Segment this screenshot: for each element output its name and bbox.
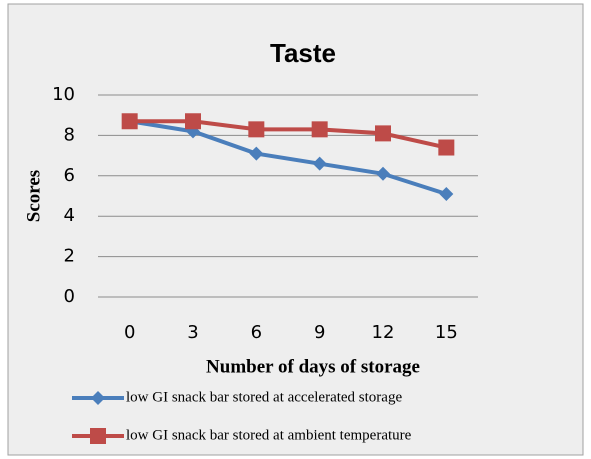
series-line xyxy=(129,119,447,196)
y-tick-label: 8 xyxy=(64,124,75,145)
marker xyxy=(375,125,391,142)
legend-label: low GI snack bar stored at accelerated s… xyxy=(126,389,402,405)
marker xyxy=(376,166,390,181)
marker xyxy=(311,121,328,138)
marker xyxy=(185,113,201,130)
marker xyxy=(312,156,327,171)
y-tick-label: 10 xyxy=(52,84,75,105)
y-axis-label: Scores xyxy=(23,170,44,222)
marker xyxy=(438,139,455,156)
series-line xyxy=(129,119,447,150)
y-tick-label: 4 xyxy=(64,205,75,226)
legend-marker xyxy=(90,428,106,444)
x-tick-label: 9 xyxy=(314,322,325,343)
legend-label: low GI snack bar stored at ambient tempe… xyxy=(126,427,412,443)
y-tick-label: 2 xyxy=(64,246,75,267)
marker xyxy=(248,121,265,138)
x-tick-label: 12 xyxy=(372,322,395,343)
marker xyxy=(439,186,454,201)
x-tick-label: 15 xyxy=(435,322,458,343)
x-tick-label: 6 xyxy=(251,322,262,343)
y-tick-label: 6 xyxy=(64,165,75,186)
chart-title: Taste xyxy=(270,38,336,68)
marker xyxy=(249,146,264,161)
x-tick-label: 3 xyxy=(187,322,198,343)
chart-background xyxy=(7,3,584,456)
marker xyxy=(121,113,138,130)
x-tick-label: 0 xyxy=(124,322,135,343)
y-tick-label: 0 xyxy=(64,286,75,307)
x-axis-label: Number of days of storage xyxy=(206,356,420,377)
legend-marker xyxy=(91,391,105,405)
